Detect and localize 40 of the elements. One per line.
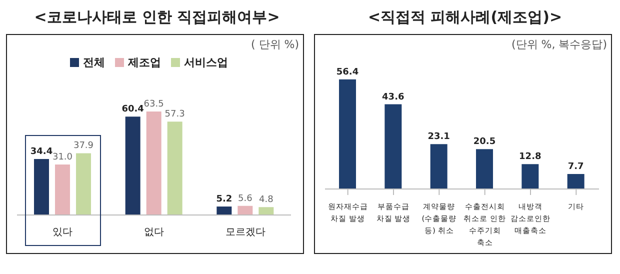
data-label: 4.8: [259, 195, 274, 206]
data-label: 34.4: [30, 146, 53, 157]
data-label: 57.3: [164, 110, 185, 120]
bar: [55, 164, 70, 215]
data-label: 60.4: [122, 104, 144, 115]
bar: [125, 116, 140, 215]
data-label: 31.0: [52, 152, 73, 162]
bar: [216, 206, 232, 215]
bar: [167, 122, 182, 215]
legend-label: 전체: [83, 56, 105, 69]
bar: [34, 158, 49, 215]
chart-title: <코로나사태로 인한 직접피해여부>: [33, 7, 281, 28]
chart-title: <직접적 피해사례(제조업)>: [366, 7, 564, 28]
data-label: 5.2: [216, 194, 232, 205]
data-label: 63.5: [144, 100, 164, 110]
data-label: 20.5: [473, 137, 496, 148]
data-label: 43.6: [382, 92, 404, 102]
data-label: 5.6: [238, 194, 253, 204]
data-label: 37.9: [73, 141, 94, 152]
text: (단위 %, 복수응답): [511, 37, 607, 52]
bar: [258, 207, 274, 215]
bar: [430, 144, 448, 189]
x-tick-label: 모르겠다: [225, 227, 266, 238]
bar: [522, 164, 539, 189]
bar: [238, 206, 253, 215]
legend-label: 서비스업: [184, 56, 228, 69]
data-label: 7.7: [568, 162, 584, 172]
legend-label: 제조업: [128, 56, 161, 69]
bar: [567, 174, 584, 189]
data-label: 12.8: [519, 152, 542, 162]
text: ( 단위 %): [250, 37, 299, 52]
bar: [76, 153, 91, 215]
bar: [146, 112, 162, 215]
bar: [339, 79, 356, 189]
x-tick-label: 있다: [52, 227, 73, 238]
bar: [476, 149, 493, 189]
data-label: 23.1: [428, 132, 450, 142]
data-label: 56.4: [336, 67, 359, 78]
x-tick-label: 없다: [144, 227, 164, 238]
bar: [384, 104, 402, 189]
